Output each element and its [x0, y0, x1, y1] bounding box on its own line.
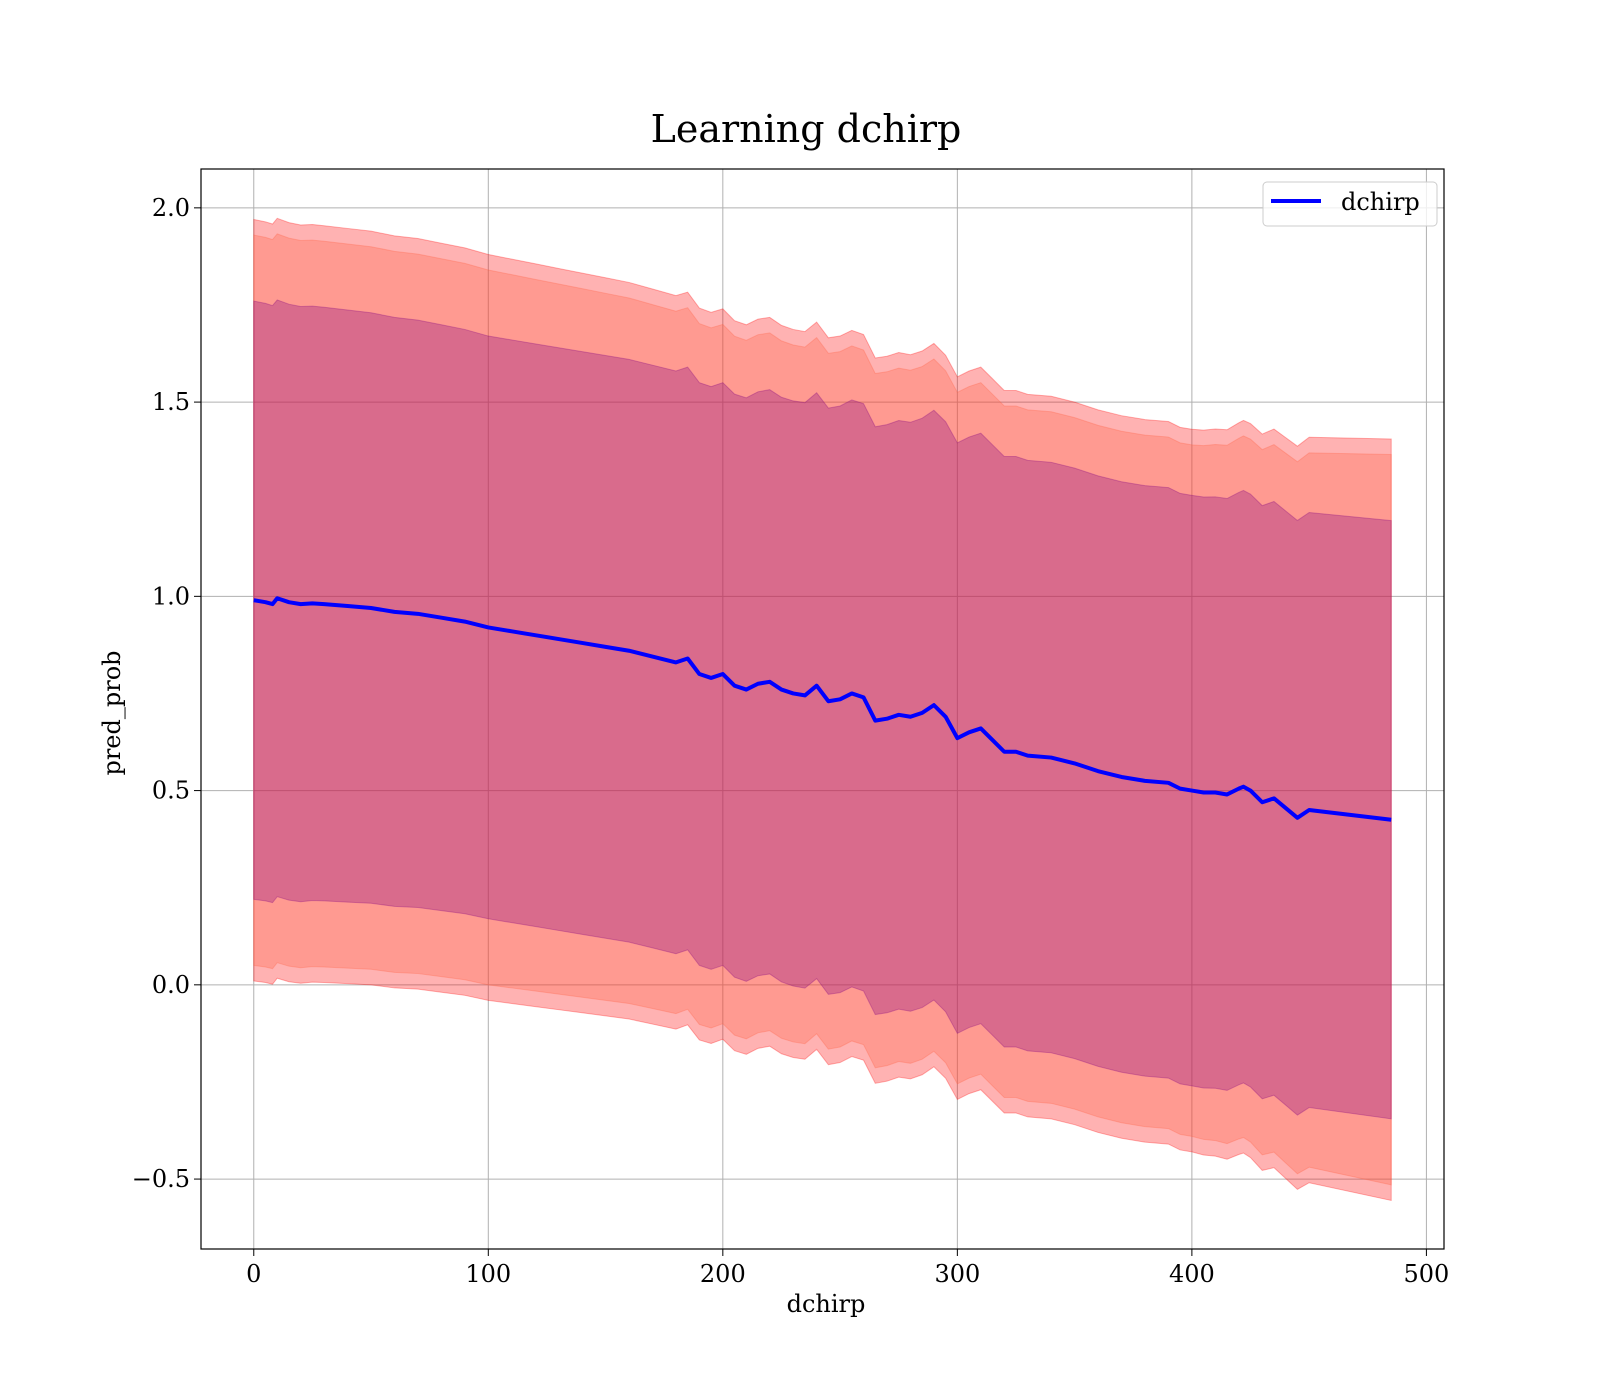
x-tick-label: 0: [246, 1260, 261, 1288]
x-axis-ticks: 0 100 200 300 400 500: [246, 1249, 1449, 1288]
band-inner: [253, 299, 1392, 1120]
y-tick-label: 0.5: [152, 777, 190, 805]
series-lines: [253, 596, 1392, 822]
legend: dchirp: [1262, 181, 1438, 227]
chart-title: Learning dchirp: [651, 107, 962, 151]
x-tick-label: 500: [1404, 1260, 1450, 1288]
x-tick-label: 400: [1169, 1260, 1215, 1288]
x-axis-label: dchirp: [787, 1290, 866, 1318]
y-tick-label: 0.0: [152, 971, 190, 999]
grid-lines: [201, 169, 1444, 1249]
confidence-bands: [253, 217, 1392, 1202]
x-tick-label: 200: [700, 1260, 746, 1288]
x-tick-label: 100: [465, 1260, 511, 1288]
y-tick-label: 2.0: [152, 194, 190, 222]
band-outer: [253, 217, 1392, 1202]
y-tick-label: 1.5: [152, 388, 190, 416]
plot-frame: [200, 168, 1445, 1250]
series-line-dchirp: [253, 596, 1392, 822]
y-axis-label: pred_prob: [98, 650, 126, 775]
y-tick-label: 1.0: [152, 582, 190, 610]
y-axis-ticks: −0.5 0.0 0.5 1.0 1.5 2.0: [132, 194, 201, 1193]
x-tick-label: 300: [934, 1260, 980, 1288]
legend-box: [1262, 181, 1438, 227]
band-middle: [253, 233, 1392, 1186]
y-tick-label: −0.5: [132, 1165, 190, 1193]
legend-label: dchirp: [1341, 188, 1420, 216]
